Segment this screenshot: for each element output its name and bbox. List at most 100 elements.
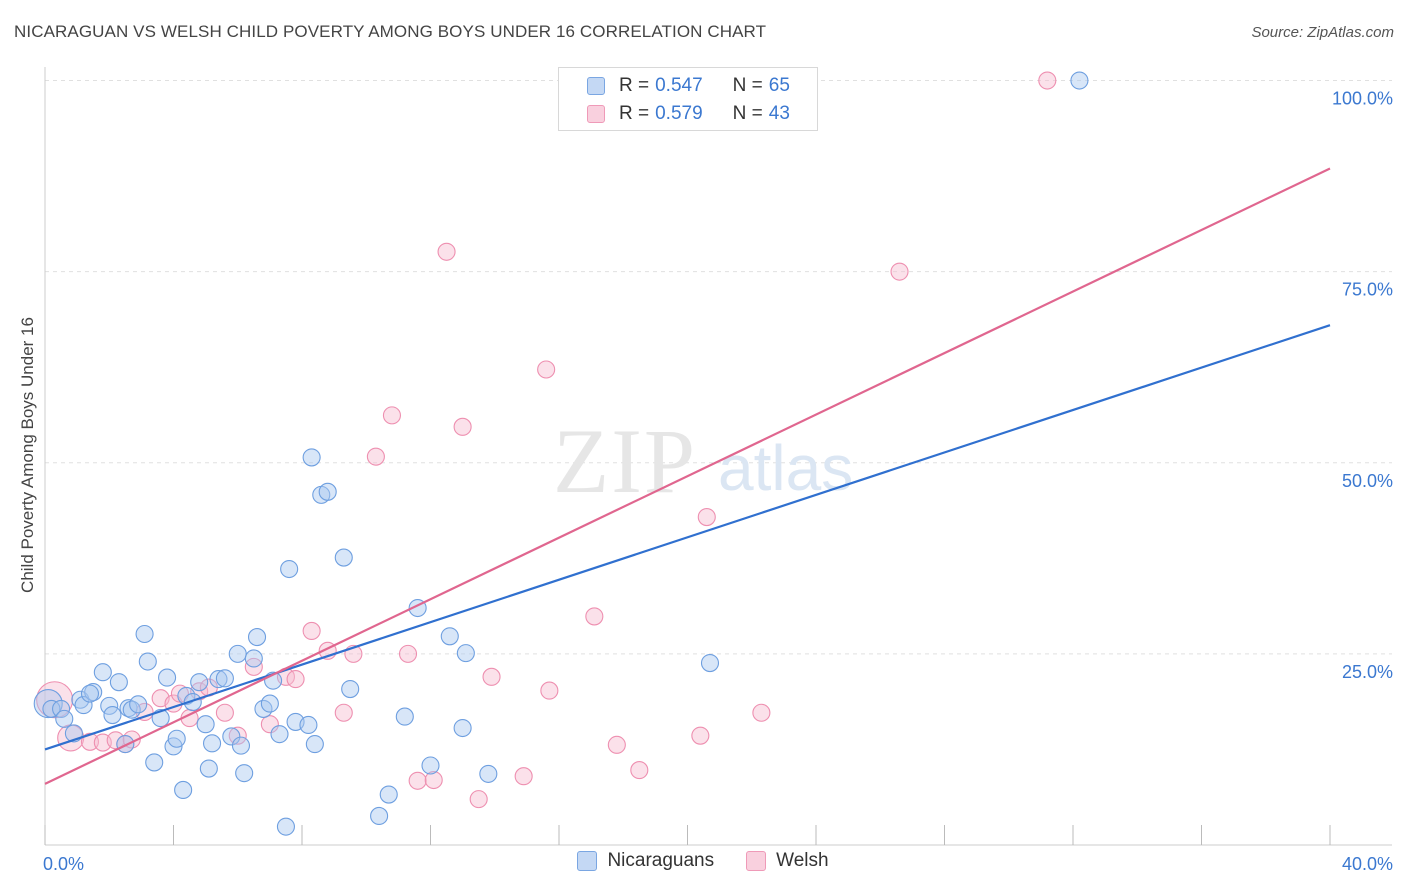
correlation-legend: R = 0.547 N = 65 R = 0.579 N = 43 <box>558 67 818 131</box>
gridlines <box>45 80 1392 655</box>
welsh-point <box>540 681 559 700</box>
legend-row-nicaraguans: R = 0.547 N = 65 <box>587 73 790 99</box>
nicaraguan-point <box>116 735 135 754</box>
nicaraguan-point <box>215 669 234 688</box>
nicaraguan-point <box>456 644 475 663</box>
nicaraguan-point <box>119 699 138 718</box>
legend-n-label: N = <box>732 75 763 96</box>
nicaraguan-point <box>84 683 103 702</box>
legend-n-value: 65 <box>768 75 790 96</box>
welsh-point <box>106 731 125 750</box>
welsh-point <box>691 726 710 745</box>
legend-swatch-blue <box>587 77 605 95</box>
legend-r-label: R = <box>619 103 650 124</box>
nicaraguan-point <box>199 759 218 778</box>
nicaraguan-point <box>235 764 254 783</box>
axes <box>44 67 1392 846</box>
welsh-point <box>408 771 427 790</box>
nicaraguan-point <box>103 705 122 725</box>
y-tick-label: 100.0% <box>1332 89 1393 109</box>
nicaraguan-point <box>700 654 720 673</box>
legend-label-nicaraguans: Nicaraguans <box>607 850 715 871</box>
welsh-point <box>334 703 353 722</box>
welsh-point <box>585 607 604 626</box>
nicaraguan-point <box>55 709 74 728</box>
nicaraguan-point <box>129 695 148 714</box>
x-tick-label: 40.0% <box>1342 854 1393 874</box>
welsh-point <box>453 417 472 436</box>
y-tick-label: 75.0% <box>1342 280 1393 300</box>
nicaraguan-point <box>341 679 360 699</box>
y-tick-label: 25.0% <box>1342 662 1393 682</box>
welsh-point <box>382 406 402 425</box>
nicaraguan-point <box>33 689 63 719</box>
trend-lines <box>44 167 1331 785</box>
nicaraguan-point <box>145 753 164 772</box>
nicaraguan-point <box>196 715 215 734</box>
watermark-atlas: atlas <box>718 432 853 504</box>
trend-line-nicaraguans <box>44 324 1331 751</box>
nicaraguan-point <box>167 729 186 748</box>
welsh-point <box>630 761 649 780</box>
nicaraguan-point <box>52 699 71 718</box>
legend-item-welsh[interactable]: Welsh <box>746 850 829 872</box>
y-tick-label: 50.0% <box>1342 471 1393 491</box>
nicaraguan-point <box>80 684 100 703</box>
legend-row-welsh: R = 0.579 N = 43 <box>587 101 790 127</box>
nicaraguan-point <box>151 709 170 728</box>
welsh-point <box>366 447 385 466</box>
welsh-point <box>36 681 74 719</box>
nicaraguan-point <box>138 652 157 671</box>
nicaraguan-point <box>280 559 299 579</box>
nicaraguan-point <box>299 715 318 735</box>
nicaraguan-point <box>479 764 498 783</box>
welsh-point <box>752 703 771 722</box>
legend-swatch-pink <box>587 105 605 123</box>
legend-n-value: 43 <box>768 103 790 124</box>
source-credit: Source: ZipAtlas.com <box>1251 24 1394 41</box>
welsh-point <box>302 621 321 640</box>
nicaraguan-point <box>231 736 251 755</box>
nicaraguan-point <box>190 673 209 692</box>
legend-label-welsh: Welsh <box>776 850 829 871</box>
legend-item-nicaraguans[interactable]: Nicaraguans <box>577 850 714 872</box>
legend-swatch-blue <box>577 851 598 871</box>
x-tick-label: 0.0% <box>43 854 84 874</box>
nicaraguan-point <box>158 668 177 687</box>
series-legend: Nicaraguans Welsh <box>0 850 1406 872</box>
welsh-point <box>80 732 100 751</box>
nicaraguan-point <box>260 694 279 713</box>
nicaraguan-point <box>222 727 241 746</box>
welsh-point <box>514 767 533 786</box>
welsh-point <box>215 703 234 722</box>
nicaraguan-point <box>109 673 128 692</box>
chart-title: NICARAGUAN VS WELSH CHILD POVERTY AMONG … <box>14 22 767 41</box>
welsh-point <box>607 735 626 754</box>
nicaraguan-point <box>421 756 440 775</box>
nicaraguan-point <box>379 785 398 804</box>
watermark-zip: ZIP <box>553 410 697 512</box>
nicaraguan-point <box>93 663 112 682</box>
legend-n-label: N = <box>732 103 763 124</box>
nicaraguan-point <box>203 734 222 753</box>
nicaraguan-point <box>42 699 61 718</box>
nicaraguan-point <box>318 482 337 501</box>
nicaraguan-point <box>247 628 267 647</box>
legend-r-value: 0.579 <box>655 103 703 124</box>
welsh-point <box>1038 71 1057 90</box>
tick-labels: 25.0% 50.0% 75.0% 100.0% 0.0% 40.0% <box>43 89 1393 874</box>
nicaraguan-point <box>1070 71 1089 90</box>
nicaraguan-point <box>276 817 295 836</box>
legend-swatch-pink <box>746 851 767 871</box>
trend-line-welsh <box>44 167 1331 785</box>
welsh-point <box>398 644 418 663</box>
nicaraguan-point <box>440 627 459 646</box>
nicaraguan-point <box>209 670 228 689</box>
welsh-point <box>697 507 716 527</box>
welsh-point <box>537 360 556 379</box>
legend-r-label: R = <box>619 75 650 96</box>
nicaraguan-point <box>453 718 472 738</box>
welsh-point <box>469 790 488 809</box>
nicaraguan-point <box>305 735 324 754</box>
welsh-point <box>260 715 279 734</box>
